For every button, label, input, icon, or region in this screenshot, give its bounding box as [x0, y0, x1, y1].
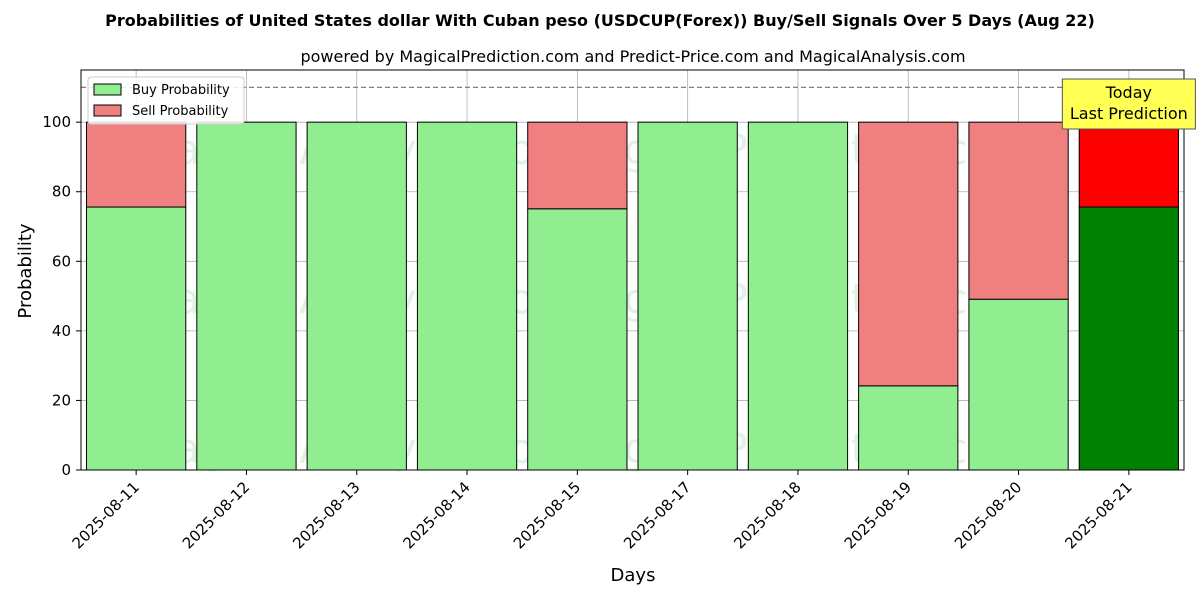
x-tick-label: 2025-08-21 [1061, 478, 1135, 552]
x-tick-label: 2025-08-20 [951, 478, 1025, 552]
legend: Buy Probability Sell Probability [87, 76, 245, 125]
sell-bar [858, 121, 959, 387]
y-tick-label: 100 [42, 113, 71, 131]
x-tick-label: 2025-08-15 [510, 478, 584, 552]
y-axis-label: Probability [15, 223, 36, 318]
x-tick-label: 2025-08-17 [620, 478, 694, 552]
y-tick-label: 0 [61, 461, 71, 479]
legend-box [87, 76, 245, 125]
legend-swatch [93, 83, 122, 96]
sell-bar [527, 121, 628, 210]
buy-bar [527, 208, 628, 471]
sell-bar [86, 121, 187, 208]
buy-bar [416, 121, 518, 471]
annotation-text: Last Prediction [1070, 104, 1188, 123]
sell-bar [1078, 121, 1179, 208]
sell-bar [968, 121, 1069, 300]
buy-bar [637, 121, 738, 471]
chart-title: Probabilities of United States dollar Wi… [105, 11, 1095, 30]
y-tick-label: 40 [52, 322, 71, 340]
annotation-box [1061, 78, 1196, 130]
x-tick-label: 2025-08-11 [69, 478, 143, 552]
legend-label: Sell Probability [132, 104, 229, 119]
y-tick-label: 60 [52, 252, 71, 270]
plot-area: 020406080100MagicalAnalysis.comMagicalPr… [42, 69, 1196, 552]
legend-swatch [93, 104, 122, 117]
annotation-text: Today [1105, 83, 1152, 102]
buy-bar [86, 206, 187, 471]
buy-bar [1078, 206, 1179, 471]
buy-bar [968, 298, 1069, 471]
legend-label: Buy Probability [132, 83, 230, 98]
buy-bar [306, 121, 407, 471]
buy-bar [858, 385, 959, 471]
buy-bar [196, 121, 297, 471]
x-tick-label: 2025-08-18 [730, 478, 804, 552]
x-tick-label: 2025-08-19 [841, 478, 915, 552]
y-tick-label: 20 [52, 391, 71, 409]
x-axis-label: Days [611, 565, 656, 586]
x-tick-label: 2025-08-13 [289, 478, 363, 552]
plot-frame [80, 69, 1185, 471]
buy-bar [747, 121, 849, 471]
y-tick-label: 80 [52, 183, 71, 201]
x-tick-label: 2025-08-12 [179, 478, 253, 552]
x-tick-label: 2025-08-14 [399, 478, 473, 552]
chart-subtitle: powered by MagicalPrediction.com and Pre… [300, 47, 965, 66]
